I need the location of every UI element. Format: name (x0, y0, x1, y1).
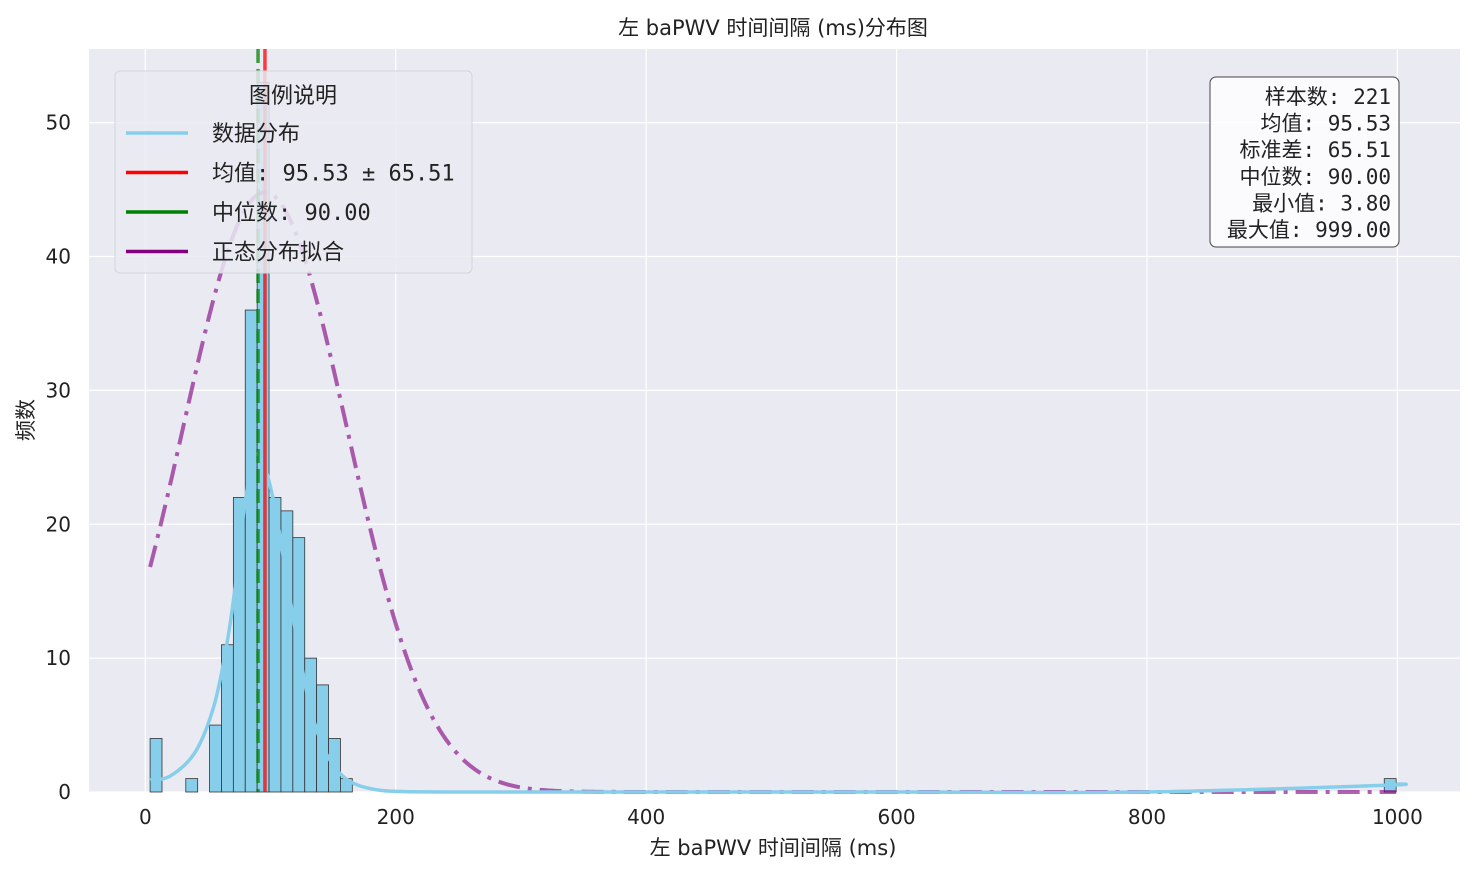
curves (148, 190, 1408, 795)
x-tick-label: 600 (877, 805, 915, 829)
legend-label: 均值: 95.53 ± 65.51 (212, 162, 455, 187)
y-tick-label: 10 (46, 646, 71, 670)
stats-line: 中位数: 90.00 (1239, 165, 1391, 189)
y-tick-label: 40 (46, 245, 71, 269)
stats-line: 样本数: 221 (1265, 85, 1391, 109)
stats-line: 均值: 95.53 (1260, 112, 1391, 136)
y-tick-label: 30 (46, 378, 71, 402)
histogram-bar (185, 778, 199, 793)
y-axis-label: 频数 (14, 399, 38, 441)
y-tick-label: 0 (58, 780, 71, 804)
stats-line: 最大值: 999.00 (1227, 218, 1391, 242)
y-tick-label: 50 (46, 111, 71, 135)
stats-box-frame (1209, 76, 1400, 248)
x-tick-label: 1000 (1372, 805, 1423, 829)
x-tick-label: 0 (139, 805, 152, 829)
x-tick-label: 800 (1128, 805, 1166, 829)
y-axis-ticks: 0 10 20 30 40 50 (46, 111, 71, 804)
legend-label: 数据分布 (212, 122, 300, 147)
stats-line: 最小值: 3.80 (1252, 191, 1391, 215)
histogram-bar (209, 724, 222, 793)
chart-title: 左 baPWV 时间间隔 (ms)分布图 (618, 16, 928, 40)
x-axis-label: 左 baPWV 时间间隔 (ms) (650, 836, 897, 860)
legend-title: 图例说明 (249, 84, 337, 109)
stats-line: 标准差: 65.51 (1239, 138, 1391, 162)
y-tick-label: 20 (46, 512, 71, 536)
legend-label: 正态分布拟合 (212, 241, 344, 266)
x-axis-ticks: 0 200 400 600 800 1000 (139, 805, 1423, 829)
legend-box (114, 70, 473, 274)
legend-label: 中位数: 90.00 (212, 201, 371, 226)
x-tick-label: 400 (627, 805, 665, 829)
x-tick-label: 200 (377, 805, 415, 829)
histogram-bar (149, 738, 163, 793)
kde-curve (149, 451, 1408, 795)
histogram-bar (244, 309, 258, 793)
histogram-bars (149, 82, 1397, 793)
